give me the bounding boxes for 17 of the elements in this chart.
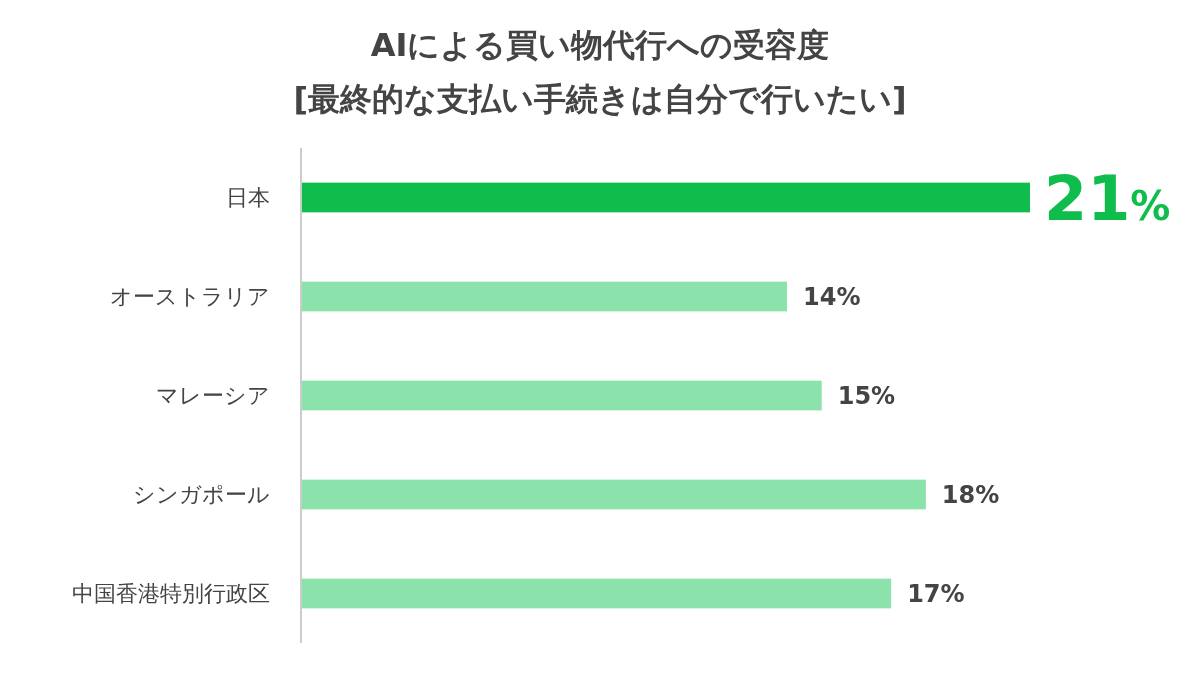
chart-subtitle: [最終的な支払い手続きは自分で行いたい] <box>293 80 907 118</box>
bar <box>301 281 787 312</box>
data-label: 15% <box>837 382 896 411</box>
chart-title: AIによる買い物代行への受容度 <box>370 26 830 64</box>
bar <box>301 578 892 609</box>
bar <box>301 479 926 510</box>
bar <box>301 182 1030 213</box>
y-tick-label: シンガポール <box>133 482 270 508</box>
y-tick-label: 日本 <box>226 185 270 211</box>
y-tick-label: 中国香港特別行政区 <box>72 581 270 607</box>
data-label: 14% <box>803 283 861 312</box>
data-label: 21% <box>1044 161 1171 235</box>
data-label: 17% <box>907 580 965 609</box>
bar <box>301 380 822 411</box>
data-label: 18% <box>941 481 1000 510</box>
y-tick-label: マレーシア <box>156 383 270 409</box>
y-tick-label: オーストラリア <box>110 284 270 310</box>
